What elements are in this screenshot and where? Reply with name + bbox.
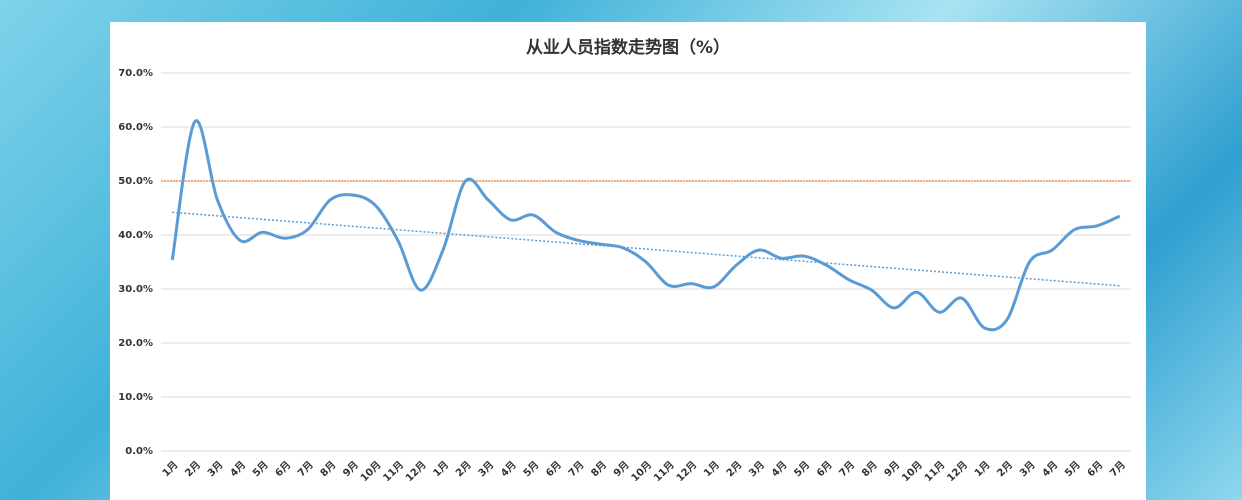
y-tick-label: 30.0%	[118, 284, 153, 295]
chart-title: 从业人员指数走势图（%）	[526, 37, 730, 58]
chart-panel	[110, 22, 1146, 500]
y-tick-label: 60.0%	[118, 122, 153, 133]
y-tick-label: 40.0%	[118, 230, 153, 241]
y-tick-label: 50.0%	[118, 176, 153, 187]
y-tick-label: 20.0%	[118, 338, 153, 349]
data-line	[170, 119, 1121, 332]
y-tick-label: 10.0%	[118, 392, 153, 403]
y-tick-label: 70.0%	[118, 68, 153, 79]
y-tick-label: 0.0%	[125, 446, 153, 457]
